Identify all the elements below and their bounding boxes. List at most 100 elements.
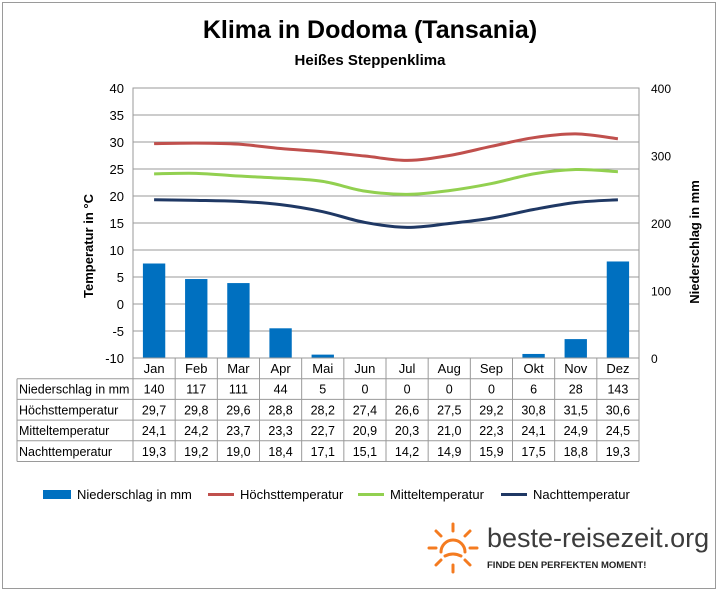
y-tick-left: 15 <box>110 216 124 231</box>
bar-okt <box>522 353 545 358</box>
bar-nov <box>564 339 587 358</box>
night-temp-line <box>154 198 619 229</box>
climate-chart: 40 35 30 25 20 15 10 5 0 -5 -10 400 300 200 100 0 Jan Fe… <box>16 81 702 462</box>
table-cell: 5 <box>319 383 326 397</box>
bar-mai <box>311 354 334 358</box>
x-tick-label: Jun <box>354 361 375 376</box>
table-cell: 28,2 <box>311 403 335 417</box>
table-cell: 29,2 <box>479 403 503 417</box>
y-tick-left: -10 <box>105 351 124 366</box>
y-tick-left: 40 <box>110 81 124 96</box>
chart-title: Klima in Dodoma (Tansania) <box>202 16 538 44</box>
table-cell: 0 <box>404 383 411 397</box>
table-cell: 24,1 <box>142 424 166 438</box>
table-cell: 22,7 <box>311 424 335 438</box>
table-cell: 19,3 <box>606 445 630 459</box>
y-tick-left: 0 <box>117 297 124 312</box>
table-cell: 24,2 <box>184 424 208 438</box>
table-cell: 20,3 <box>395 424 419 438</box>
y-tick-left: 5 <box>117 270 124 285</box>
table-cell: 0 <box>361 383 368 397</box>
legend-label-night-temp: Nachttemperatur <box>533 487 630 502</box>
table-cell: 111 <box>229 383 248 397</box>
x-tick-label: Mai <box>312 361 333 376</box>
x-tick-label: Jan <box>144 361 165 376</box>
table-cell: 21,0 <box>437 424 461 438</box>
sun-icon <box>427 522 479 574</box>
table-cell: 18,8 <box>564 445 588 459</box>
y-tick-left: 30 <box>110 135 124 150</box>
table-cell: 117 <box>186 383 206 397</box>
table-cell: 15,1 <box>353 445 377 459</box>
max-temp-line <box>154 132 619 162</box>
chart-subtitle: Heißes Steppenklima <box>294 52 446 69</box>
legend-item-max-temp: Höchsttemperatur <box>208 487 343 502</box>
table-row-header: Nachttemperatur <box>19 445 112 459</box>
site-logo-text: beste-reisezeit.org <box>487 523 710 553</box>
table-cell: 17,1 <box>311 445 335 459</box>
legend-item-precipitation: Niederschlag in mm <box>43 487 192 502</box>
table-cell: 20,9 <box>353 424 377 438</box>
table-cell: 31,5 <box>564 403 588 417</box>
table-cell: 0 <box>446 383 453 397</box>
x-tick-label: Dez <box>606 361 629 376</box>
site-slogan: FINDE DEN PERFEKTEN MOMENT! <box>487 560 647 571</box>
legend-label-mean-temp: Mitteltemperatur <box>390 487 484 502</box>
temperature-lines <box>154 132 619 229</box>
table-cell: 30,6 <box>606 403 630 417</box>
y-tick-right: 200 <box>651 217 671 231</box>
x-tick-label: Aug <box>438 361 461 376</box>
table-cell: 29,8 <box>184 403 208 417</box>
y-tick-right: 100 <box>651 285 671 299</box>
table-cell: 22,3 <box>479 424 503 438</box>
bar-jan <box>142 263 166 358</box>
table-cell: 27,5 <box>437 403 461 417</box>
table-cell: 19,2 <box>184 445 208 459</box>
table-cell: 24,1 <box>521 424 545 438</box>
bar-apr <box>269 328 292 358</box>
x-tick-label: Mar <box>227 361 250 376</box>
legend-swatch-mean-temp <box>358 493 384 496</box>
y-tick-right: 300 <box>651 150 671 164</box>
x-tick-label: Nov <box>564 361 588 376</box>
y-tick-right: 0 <box>651 352 658 366</box>
table-cell: 14,2 <box>395 445 419 459</box>
table-cell: 29,7 <box>142 403 166 417</box>
table-cell: 0 <box>488 383 495 397</box>
table-cell: 28 <box>569 383 583 397</box>
table-cell: 14,9 <box>437 445 461 459</box>
table-cell: 17,5 <box>521 445 545 459</box>
table-cell: 15,9 <box>479 445 503 459</box>
axes: 40 35 30 25 20 15 10 5 0 -5 -10 400 300 200 100 0 <box>105 81 671 366</box>
table-cell: 27,4 <box>353 403 377 417</box>
table-cell: 24,5 <box>606 424 630 438</box>
x-tick-label: Okt <box>523 361 544 376</box>
table-cell: 28,8 <box>268 403 292 417</box>
y-tick-left: 10 <box>110 243 124 258</box>
x-tick-label: Jul <box>399 361 416 376</box>
table-cell: 6 <box>530 383 537 397</box>
legend-label-precipitation: Niederschlag in mm <box>77 487 192 502</box>
table-row-header: Mitteltemperatur <box>19 424 109 438</box>
table-cell: 19,3 <box>142 445 166 459</box>
table-cell: 143 <box>607 383 628 397</box>
y-tick-left: 35 <box>110 108 124 123</box>
table-cell: 24,9 <box>564 424 588 438</box>
bar-dez <box>606 261 630 358</box>
y-tick-left: -5 <box>112 324 124 339</box>
x-tick-label: Apr <box>270 361 291 376</box>
legend-item-mean-temp: Mitteltemperatur <box>358 487 484 502</box>
gridlines <box>133 87 639 359</box>
table-cell: 23,7 <box>226 424 250 438</box>
x-tick-label: Feb <box>185 361 207 376</box>
table-row-header: Höchsttemperatur <box>19 403 118 417</box>
legend-label-max-temp: Höchsttemperatur <box>240 487 344 502</box>
table-cell: 140 <box>144 383 165 397</box>
y-tick-left: 20 <box>110 189 124 204</box>
table-cell: 30,8 <box>521 403 545 417</box>
table-cell: 26,6 <box>395 403 419 417</box>
y-tick-right: 400 <box>651 82 671 96</box>
legend-swatch-night-temp <box>501 493 527 496</box>
mean-temp-line <box>154 168 618 196</box>
